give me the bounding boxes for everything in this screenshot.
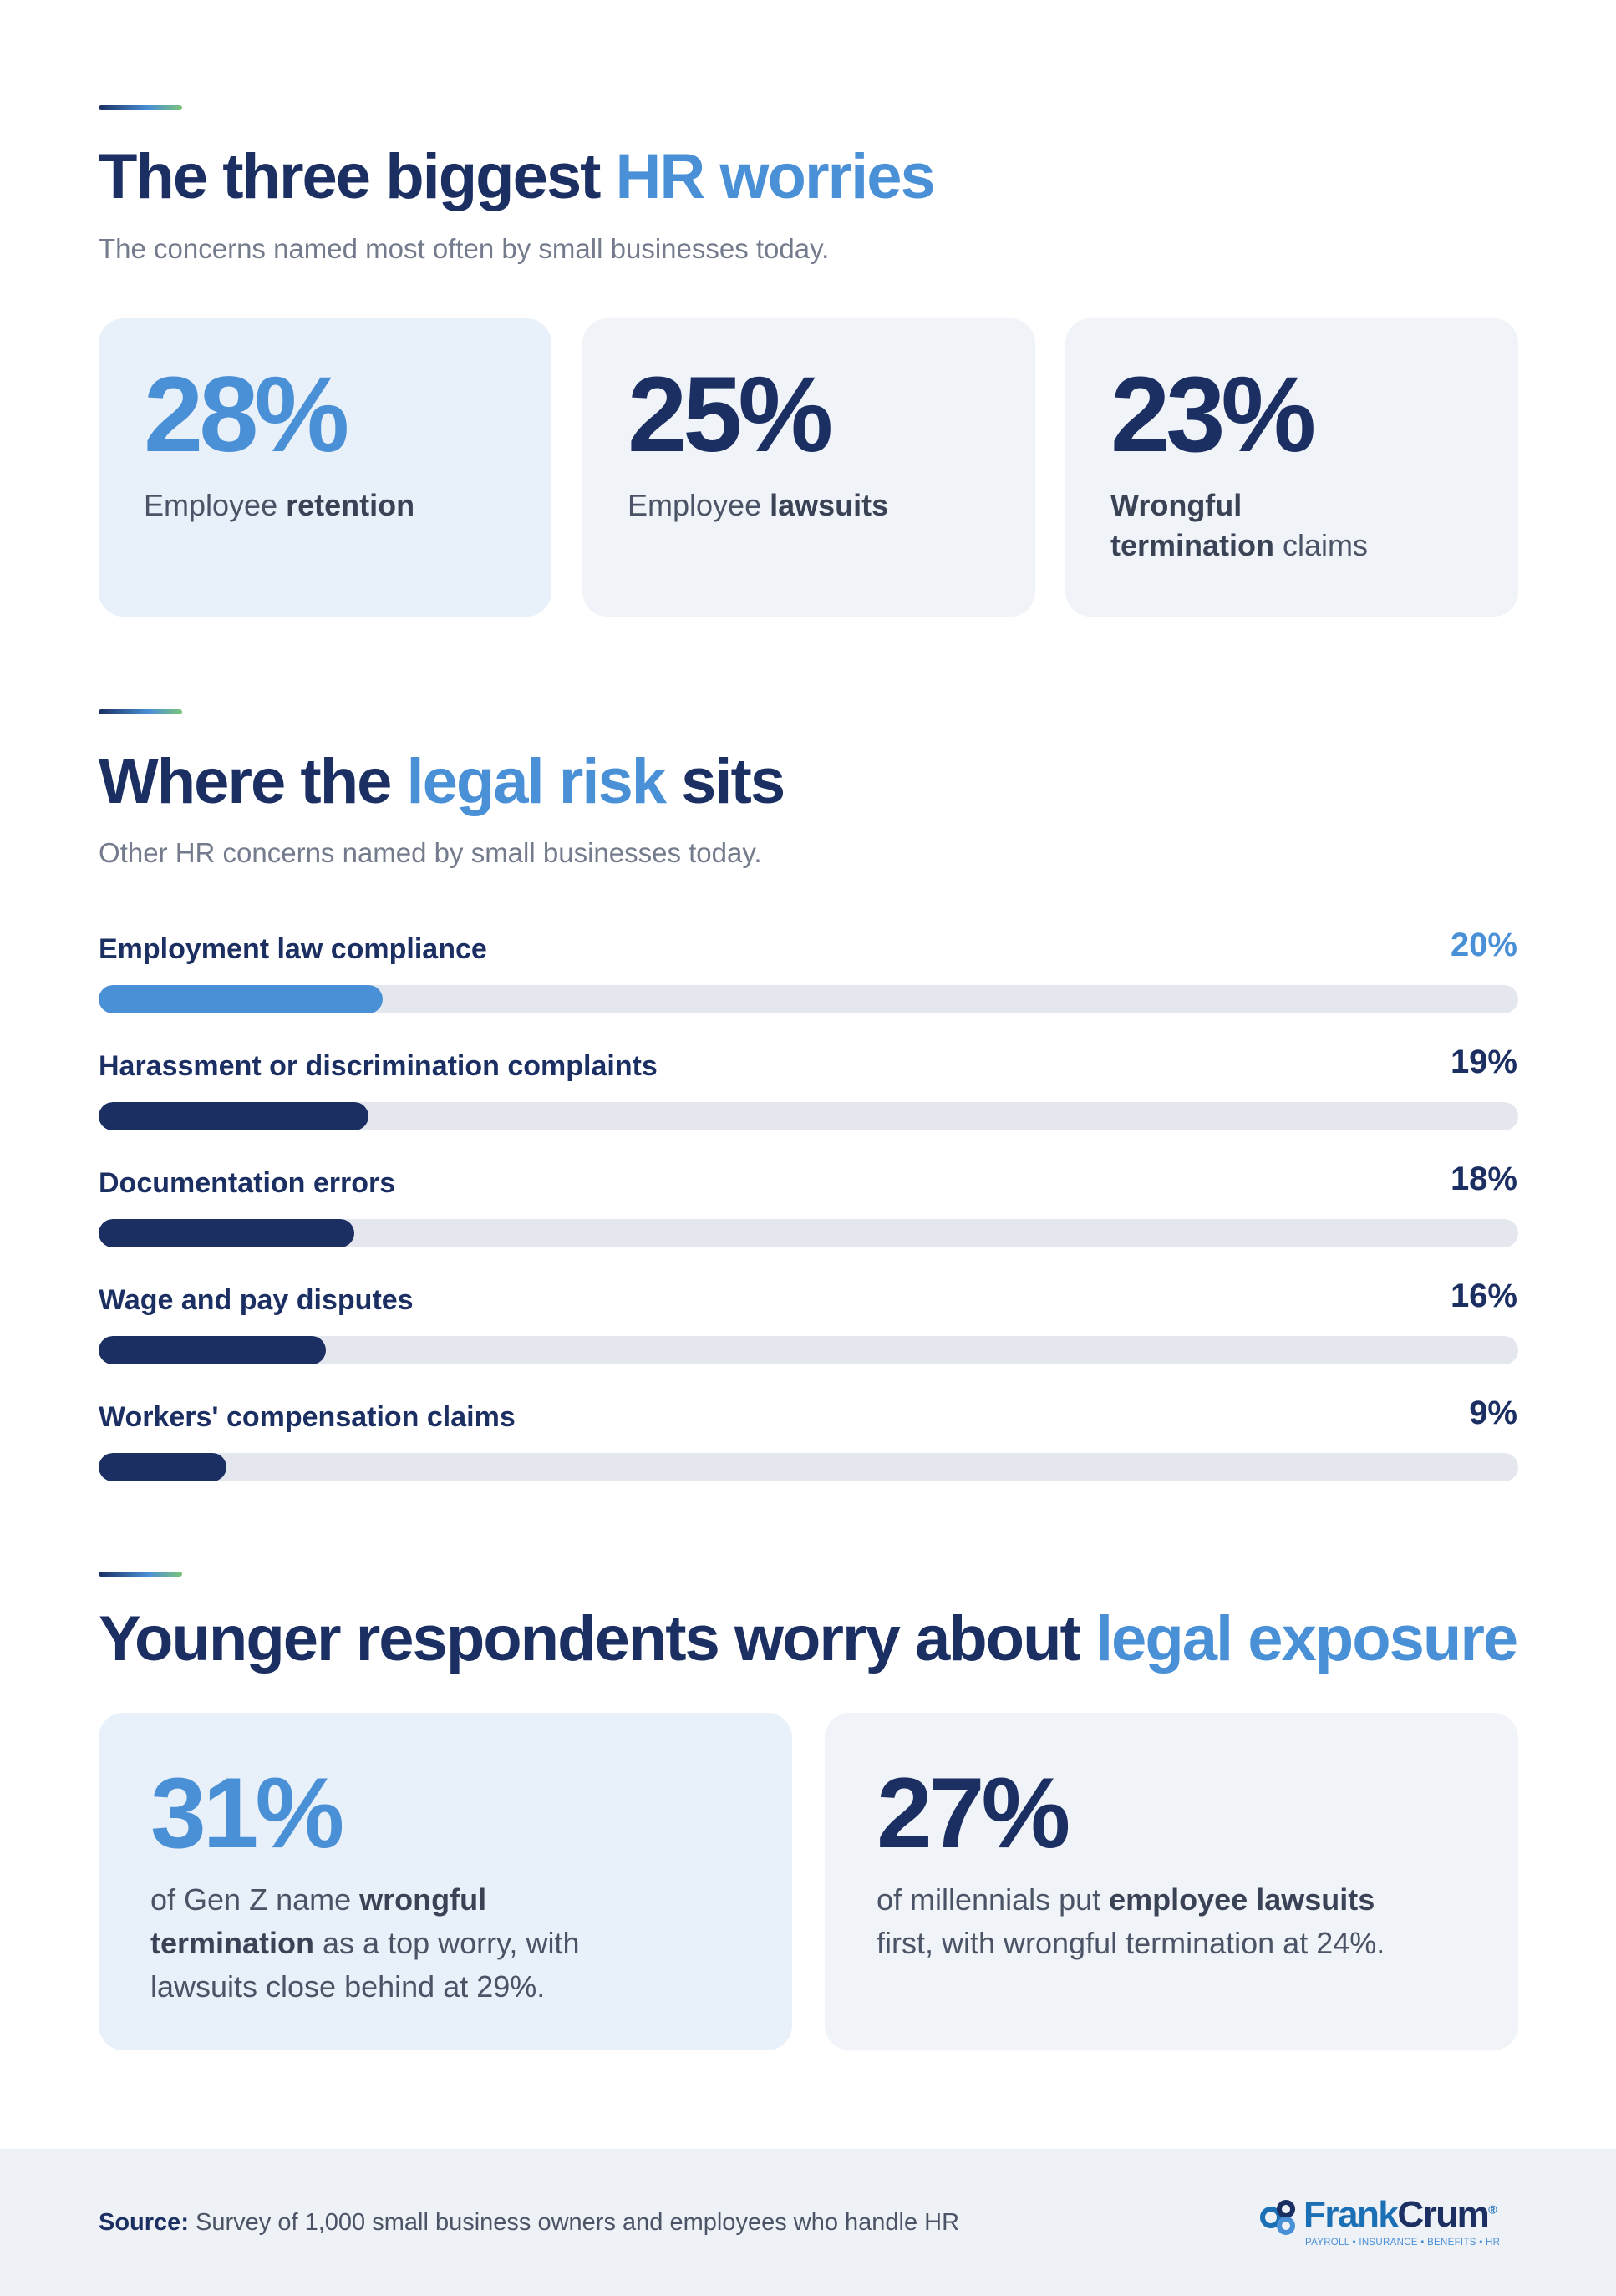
- stat-value: 27%: [877, 1757, 1070, 1869]
- section-title-hr-worries: The three biggest HR worries: [99, 140, 936, 213]
- bar-label: Employment law compliance: [99, 933, 487, 965]
- frankcrum-logo-icon: [1260, 2200, 1295, 2235]
- bar-label: Harassment or discrimination complaints: [99, 1050, 658, 1082]
- bar: [99, 1102, 368, 1130]
- bar-value-label: 19%: [1450, 1044, 1517, 1080]
- bar-track: [99, 1336, 1518, 1364]
- section-title-legal-risk: Where the legal risk sits: [99, 745, 785, 818]
- stat-value: 23%: [1110, 355, 1316, 475]
- stat-label: Employee retention: [144, 488, 415, 522]
- bar-label: Documentation errors: [99, 1167, 396, 1199]
- title-highlight: legal risk: [406, 746, 668, 817]
- frankcrum-logo: FrankCrum® PAYROLL • INSURANCE • BENEFIT…: [1260, 2194, 1511, 2254]
- stat-value: 25%: [628, 355, 833, 475]
- stat-card-lawsuits: 25% Employee lawsuits: [582, 318, 1035, 617]
- title-text: Where the: [99, 746, 407, 817]
- bar-label: Wage and pay disputes: [99, 1284, 414, 1316]
- bar: [99, 1453, 226, 1481]
- stat-description: of Gen Z name wrongful termination as a …: [150, 1882, 580, 2004]
- stat-description: of millennials put employee lawsuits fir…: [877, 1882, 1385, 1960]
- section-accent-line: [99, 105, 182, 110]
- bar: [99, 1336, 326, 1364]
- footer: Source: Survey of 1,000 small business o…: [0, 2149, 1616, 2296]
- gen-z-card: 31% of Gen Z name wrongful termination a…: [99, 1713, 792, 2050]
- bar-label: Workers' compensation claims: [99, 1401, 516, 1433]
- bar: [99, 1219, 354, 1247]
- bar-value-label: 9%: [1469, 1394, 1517, 1431]
- bar: [99, 985, 383, 1013]
- bar-value-label: 16%: [1450, 1278, 1517, 1314]
- logo-tagline: PAYROLL • INSURANCE • BENEFITS • HR: [1305, 2238, 1501, 2248]
- bar-track: [99, 1453, 1518, 1481]
- bar-value-label: 20%: [1450, 927, 1517, 963]
- title-highlight: HR worries: [615, 141, 936, 212]
- section-accent-line: [99, 709, 182, 714]
- stat-card-wrongful-termination: 23% Wrongful termination claims: [1065, 318, 1518, 617]
- title-text: The three biggest: [99, 141, 616, 212]
- bar-track: [99, 1102, 1518, 1130]
- stat-value: 28%: [144, 355, 349, 475]
- millennials-card: 27% of millennials put employee lawsuits…: [825, 1713, 1518, 2050]
- bar-track: [99, 985, 1518, 1013]
- bar-value-label: 18%: [1450, 1161, 1517, 1197]
- title-text: sits: [665, 746, 785, 817]
- section-title-legal-exposure: Younger respondents worry about legal ex…: [99, 1603, 1518, 1675]
- bar-track: [99, 1219, 1518, 1247]
- section-subtitle: Other HR concerns named by small busines…: [99, 837, 762, 868]
- title-text: Younger respondents worry about: [99, 1603, 1095, 1674]
- stat-value: 31%: [150, 1757, 344, 1869]
- source-note: Source: Survey of 1,000 small business o…: [99, 2209, 960, 2236]
- stat-label: Wrongful termination claims: [1110, 488, 1369, 562]
- section-subtitle: The concerns named most often by small b…: [99, 233, 830, 264]
- stat-label: Employee lawsuits: [628, 488, 889, 522]
- section-accent-line: [99, 1572, 182, 1577]
- logo-wordmark: FrankCrum®: [1303, 2194, 1497, 2235]
- stat-card-retention: 28% Employee retention: [99, 318, 551, 617]
- title-highlight: legal exposure: [1095, 1603, 1518, 1674]
